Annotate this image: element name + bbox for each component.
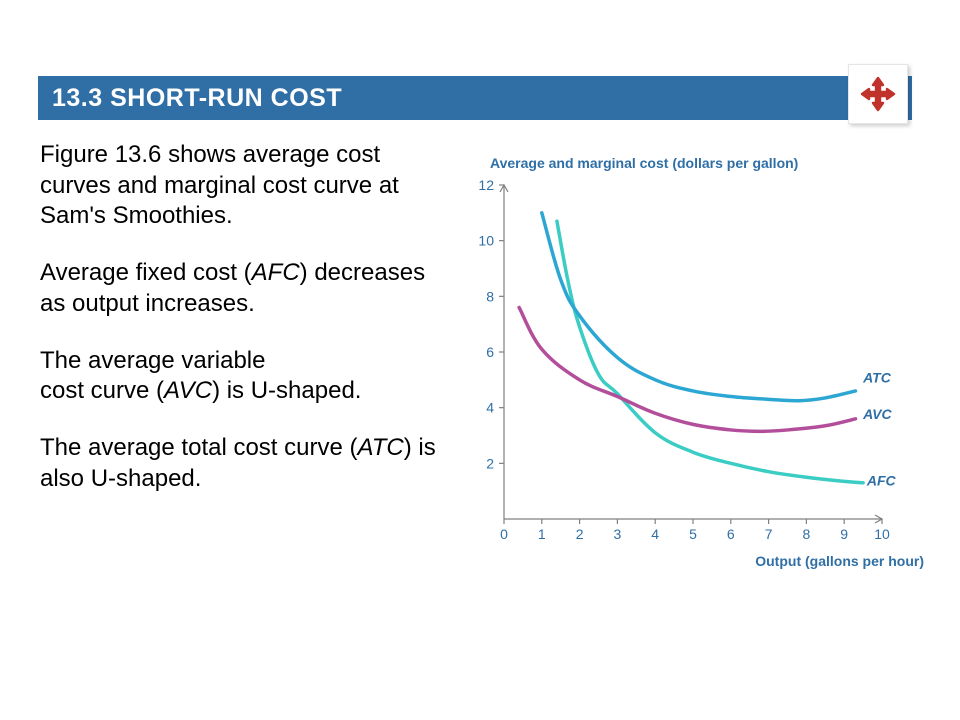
svg-text:8: 8 xyxy=(803,526,811,542)
cost-curves-chart: 01234567891024681012AFCATCAVC xyxy=(460,179,930,549)
y-axis-title: Average and marginal cost (dollars per g… xyxy=(490,155,940,171)
svg-text:5: 5 xyxy=(689,526,697,542)
cross-arrows-icon xyxy=(858,74,898,114)
title-bar: 13.3 SHORT-RUN COST xyxy=(38,76,912,120)
svg-text:3: 3 xyxy=(614,526,622,542)
svg-text:9: 9 xyxy=(840,526,848,542)
svg-text:AVC: AVC xyxy=(862,406,892,422)
svg-text:8: 8 xyxy=(486,288,494,304)
svg-text:6: 6 xyxy=(727,526,735,542)
svg-text:0: 0 xyxy=(500,526,508,542)
slide: 13.3 SHORT-RUN COST Figure 13.6 shows av… xyxy=(0,0,960,720)
svg-text:7: 7 xyxy=(765,526,773,542)
svg-text:12: 12 xyxy=(478,179,494,193)
svg-text:10: 10 xyxy=(874,526,890,542)
svg-text:10: 10 xyxy=(478,233,494,249)
svg-text:4: 4 xyxy=(486,400,494,416)
logo-badge xyxy=(848,64,908,124)
body-text: Figure 13.6 shows average cost curves an… xyxy=(40,140,440,520)
svg-text:AFC: AFC xyxy=(866,473,897,489)
paragraph-4: The average total cost curve (ATC) is al… xyxy=(40,433,440,494)
paragraph-3: The average variable cost curve (AVC) is… xyxy=(40,346,440,407)
paragraph-1: Figure 13.6 shows average cost curves an… xyxy=(40,140,440,232)
svg-text:2: 2 xyxy=(486,455,494,471)
svg-text:2: 2 xyxy=(576,526,584,542)
svg-text:ATC: ATC xyxy=(862,370,892,386)
svg-text:1: 1 xyxy=(538,526,546,542)
x-axis-title: Output (gallons per hour) xyxy=(460,553,924,569)
svg-text:6: 6 xyxy=(486,344,494,360)
paragraph-2: Average fixed cost (AFC) decreases as ou… xyxy=(40,258,440,319)
slide-title: 13.3 SHORT-RUN COST xyxy=(52,84,342,113)
chart-container: Average and marginal cost (dollars per g… xyxy=(460,155,940,569)
svg-text:4: 4 xyxy=(651,526,659,542)
